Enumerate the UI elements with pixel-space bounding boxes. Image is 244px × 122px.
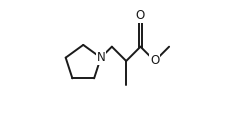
Text: O: O (150, 55, 159, 67)
Text: N: N (96, 51, 105, 64)
Text: O: O (136, 9, 145, 22)
